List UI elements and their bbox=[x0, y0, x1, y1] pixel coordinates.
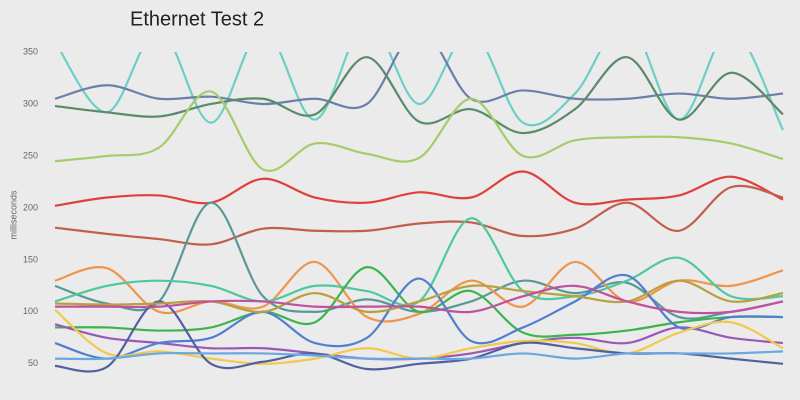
series-line bbox=[54, 284, 784, 315]
series-line bbox=[54, 350, 784, 361]
y-tick-label: 150 bbox=[23, 254, 38, 264]
series-line bbox=[59, 52, 784, 131]
y-tick-label: 300 bbox=[23, 98, 38, 108]
y-tick-label: 350 bbox=[23, 46, 38, 56]
series-line bbox=[54, 170, 784, 207]
y-tick-label: 250 bbox=[23, 150, 38, 160]
series-line bbox=[54, 279, 784, 314]
y-tick-label: 50 bbox=[28, 358, 38, 368]
series-line bbox=[54, 90, 784, 173]
series-line bbox=[54, 201, 784, 320]
y-axis-label: milliseconds bbox=[8, 190, 18, 240]
plot-area bbox=[54, 52, 784, 373]
series-line bbox=[54, 260, 784, 323]
y-tick-label: 200 bbox=[23, 202, 38, 212]
y-tick-label: 100 bbox=[23, 306, 38, 316]
series-line bbox=[54, 266, 784, 338]
chart-title: Ethernet Test 2 bbox=[130, 8, 264, 30]
series-line bbox=[54, 217, 784, 307]
series-line bbox=[54, 184, 784, 246]
